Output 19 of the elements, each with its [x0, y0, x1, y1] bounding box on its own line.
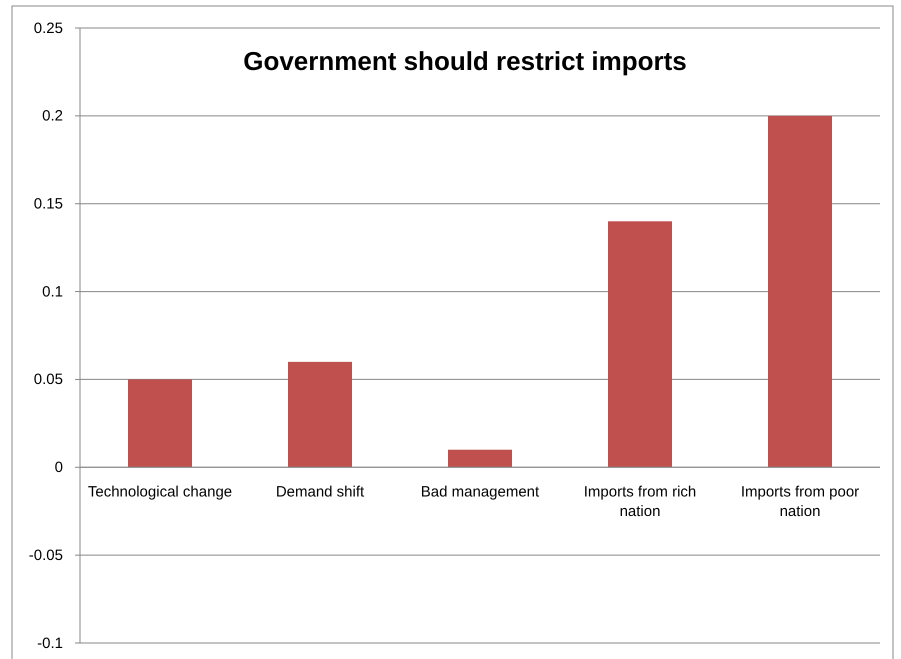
y-tick-label: 0.1 — [42, 283, 63, 300]
bar — [448, 450, 512, 468]
y-tick-label: -0.05 — [28, 546, 63, 564]
x-tick-label: Imports from poor nation — [740, 483, 860, 520]
bar — [608, 221, 672, 468]
bar — [288, 362, 352, 468]
text: Government should restrict imports — [243, 46, 687, 76]
y-tick-label: 0 — [54, 459, 63, 476]
x-tick-label: Demand shift — [276, 483, 366, 500]
y-tick-label: 0.15 — [34, 196, 63, 213]
y-tick-label: 0.2 — [42, 108, 63, 125]
bar — [768, 116, 832, 468]
x-tick-label: Imports from rich nation — [584, 483, 696, 520]
bar — [128, 379, 192, 468]
x-tick-label: Technological change — [88, 483, 232, 500]
x-tick-label: Bad management — [420, 483, 540, 500]
y-tick-label: 0.05 — [34, 371, 63, 388]
y-tick-label: -0.1 — [37, 634, 63, 652]
y-tick-label: 0.25 — [34, 20, 63, 37]
